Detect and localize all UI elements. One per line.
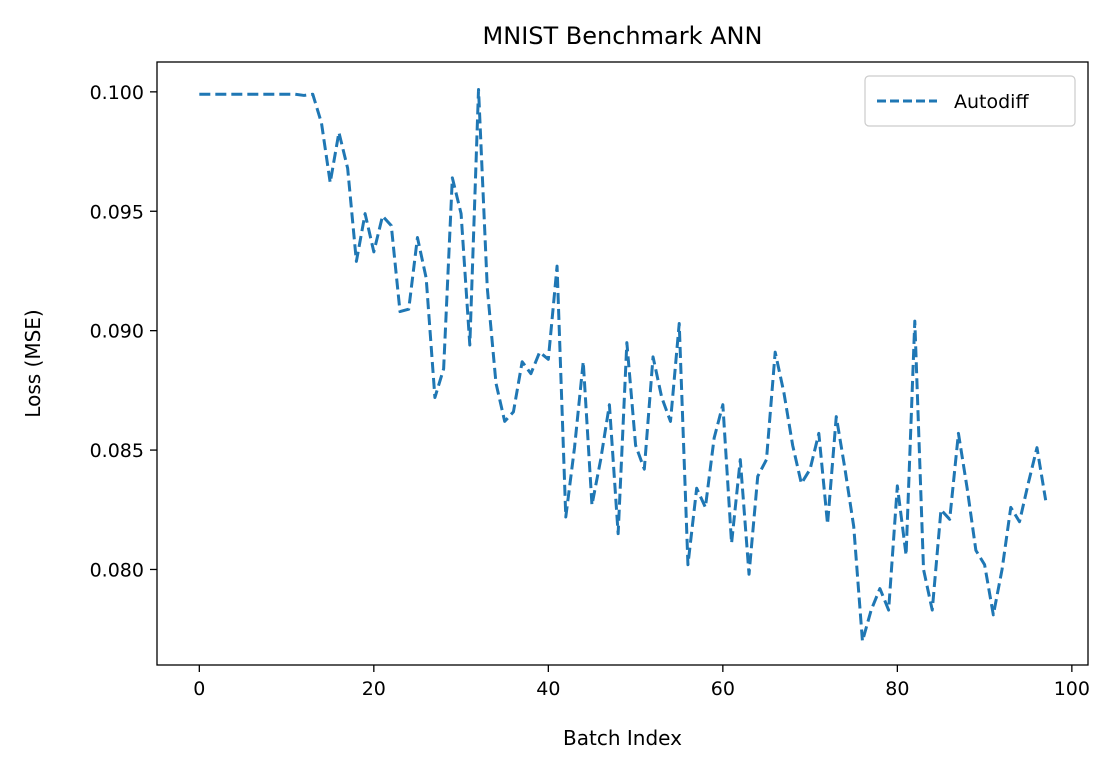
chart-title: MNIST Benchmark ANN — [483, 22, 763, 50]
plot-area — [199, 87, 1048, 643]
legend-box — [864, 75, 1076, 127]
x-tick-label: 100 — [1054, 678, 1090, 700]
legend-label-autodiff: Autodiff — [954, 91, 1029, 113]
x-tick-label: 60 — [711, 678, 735, 700]
x-tick-label: 20 — [362, 678, 386, 700]
plot-frame — [156, 61, 1089, 666]
y-axis-title: Loss (MSE) — [21, 309, 45, 417]
y-tick-label: 0.085 — [90, 440, 144, 462]
x-axis-title: Batch Index — [563, 726, 682, 750]
y-tick-label: 0.080 — [90, 559, 144, 581]
x-tick-label: 80 — [885, 678, 909, 700]
series-line-autodiff — [199, 87, 1048, 643]
y-tick-label: 0.095 — [90, 201, 144, 223]
y-tick-label: 0.090 — [90, 321, 144, 343]
x-tick-label: 0 — [193, 678, 205, 700]
x-axis: 0 20 40 60 80 100 — [193, 665, 1090, 700]
y-tick-label: 0.100 — [90, 82, 144, 104]
y-axis: 0.080 0.085 0.090 0.095 0.100 — [90, 82, 157, 581]
x-tick-label: 40 — [536, 678, 560, 700]
legend: Autodiff — [864, 75, 1076, 127]
